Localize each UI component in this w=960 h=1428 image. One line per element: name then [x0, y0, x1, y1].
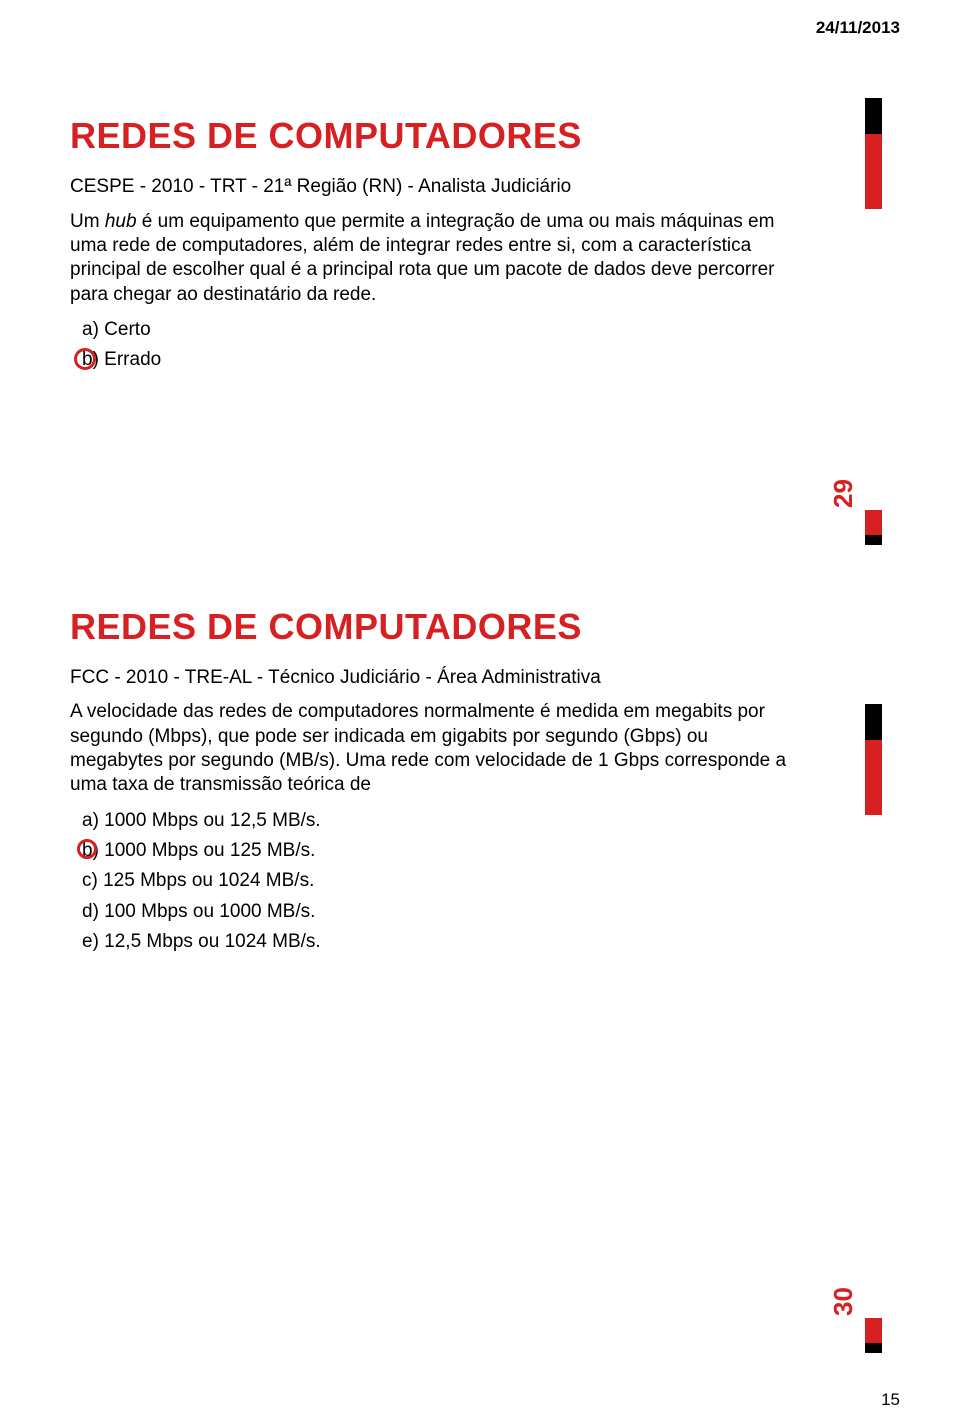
question-text: Um hub é um equipamento que permite a in…	[70, 210, 790, 307]
sidebar-bar-red-bottom	[865, 510, 882, 535]
sidebar-bar-black-bottom	[865, 535, 882, 545]
question-source: CESPE - 2010 - TRT - 21ª Região (RN) - A…	[70, 175, 890, 200]
option-d: d) 100 Mbps ou 1000 MB/s.	[70, 897, 890, 927]
sidebar-bar-red-bottom	[865, 1318, 882, 1343]
sidebar-bar-black	[865, 704, 882, 740]
question-source: FCC - 2010 - TRE-AL - Técnico Judiciário…	[70, 666, 890, 691]
option-b-text: b) 1000 Mbps ou 125 MB/s.	[82, 840, 315, 861]
section-title: REDES DE COMPUTADORES	[70, 606, 890, 648]
sidebar-bar-red	[865, 740, 882, 815]
option-b: b) Errado	[70, 345, 890, 375]
question-block-2: REDES DE COMPUTADORES FCC - 2010 - TRE-A…	[70, 606, 890, 958]
question-block-1: REDES DE COMPUTADORES CESPE - 2010 - TRT…	[70, 115, 890, 376]
options-list: a) 1000 Mbps ou 12,5 MB/s. b) 1000 Mbps …	[70, 806, 890, 958]
sidebar-bar-black	[865, 98, 882, 134]
option-c: c) 125 Mbps ou 1024 MB/s.	[70, 866, 890, 896]
option-b: b) 1000 Mbps ou 125 MB/s.	[70, 836, 890, 866]
question-text: A velocidade das redes de computadores n…	[70, 700, 790, 797]
header-date: 24/11/2013	[816, 18, 900, 38]
question-post: é um equipamento que permite a integraçã…	[70, 211, 774, 305]
footer-page-number: 15	[881, 1390, 900, 1410]
correct-answer-circle-icon	[77, 839, 97, 859]
page: 24/11/2013 REDES DE COMPUTADORES CESPE -…	[0, 0, 960, 1428]
question-italic: hub	[105, 211, 137, 232]
sidebar-bar-red	[865, 134, 882, 209]
question-pre: Um	[70, 211, 105, 232]
slide-number: 30	[828, 1287, 859, 1316]
options-list: a) Certo b) Errado	[70, 315, 890, 376]
section-title: REDES DE COMPUTADORES	[70, 115, 890, 157]
slide-number: 29	[828, 479, 859, 508]
sidebar-bar-black-bottom	[865, 1343, 882, 1353]
option-a: a) Certo	[70, 315, 890, 345]
option-e: e) 12,5 Mbps ou 1024 MB/s.	[70, 927, 890, 957]
option-a: a) 1000 Mbps ou 12,5 MB/s.	[70, 806, 890, 836]
